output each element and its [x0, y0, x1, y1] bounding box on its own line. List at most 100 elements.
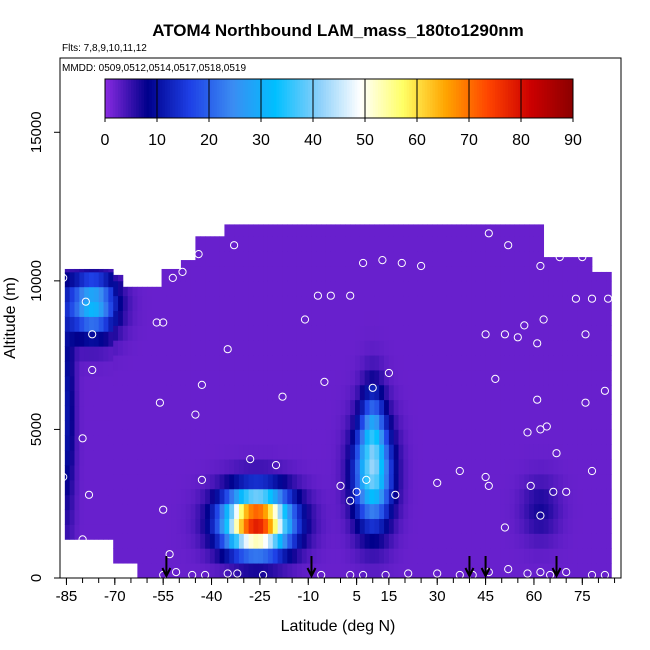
heatmap-cell — [524, 236, 530, 252]
heatmap-cell — [301, 266, 308, 282]
heatmap-cell — [219, 399, 225, 415]
colorbar-segment — [323, 79, 327, 118]
heatmap-cell — [64, 390, 71, 407]
heatmap-cell — [485, 474, 491, 490]
heatmap-cell — [446, 340, 453, 356]
heatmap-cell — [437, 384, 443, 401]
heatmap-cell — [524, 518, 530, 534]
heatmap-cell — [89, 524, 95, 540]
heatmap-cell — [398, 370, 404, 386]
heatmap-cell — [147, 414, 153, 430]
heatmap-cell — [335, 310, 341, 326]
heatmap-cell — [267, 224, 274, 237]
heatmap-cell — [219, 533, 225, 549]
heatmap-cell — [437, 370, 443, 386]
colorbar-segment — [541, 79, 545, 118]
heatmap-cell — [301, 414, 308, 430]
heatmap-cell — [558, 488, 564, 505]
heatmap-cell — [301, 459, 308, 475]
heatmap-cell — [403, 370, 409, 386]
heatmap-cell — [408, 384, 414, 401]
heatmap-cell — [524, 251, 530, 267]
heatmap-cell — [529, 533, 535, 549]
heatmap-cell — [504, 384, 511, 401]
heatmap-cell — [379, 355, 385, 371]
heatmap-cell — [108, 524, 114, 540]
heatmap-cell — [166, 310, 172, 326]
heatmap-cell — [113, 295, 119, 311]
heatmap-cell — [292, 533, 298, 549]
heatmap-cell — [514, 399, 520, 415]
heatmap-cell — [113, 503, 119, 519]
colorbar-segment — [141, 79, 145, 118]
heatmap-cell — [156, 286, 162, 297]
heatmap-cell — [219, 474, 225, 490]
heatmap-cell — [195, 444, 201, 460]
heatmap-cell — [311, 384, 317, 401]
heatmap-cell — [587, 518, 593, 534]
heatmap-cell — [384, 370, 390, 386]
heatmap-cell — [321, 488, 327, 505]
heatmap-cell — [118, 533, 124, 549]
heatmap-cell — [137, 384, 143, 401]
heatmap-cell — [253, 429, 259, 445]
heatmap-cell — [379, 503, 385, 519]
heatmap-cell — [466, 266, 472, 282]
heatmap-cell — [229, 251, 235, 267]
heatmap-cell — [311, 251, 317, 267]
heatmap-cell — [195, 459, 201, 475]
heatmap-cell — [69, 286, 75, 303]
heatmap-cell — [321, 310, 327, 326]
heatmap-cell — [84, 524, 90, 540]
heatmap-cell — [403, 399, 409, 415]
heatmap-cell — [258, 414, 264, 430]
heatmap-cell — [147, 325, 153, 341]
heatmap-cell — [485, 384, 491, 401]
heatmap-cell — [243, 266, 250, 282]
heatmap-cell — [359, 503, 366, 519]
heatmap-cell — [582, 429, 588, 445]
heatmap-cell — [533, 414, 540, 430]
heatmap-cell — [587, 488, 593, 505]
heatmap-cell — [485, 310, 491, 326]
heatmap-cell — [263, 414, 269, 430]
heatmap-cell — [180, 295, 187, 311]
sample-point — [223, 345, 232, 354]
heatmap-cell — [137, 310, 143, 326]
heatmap-cell — [500, 429, 506, 445]
heatmap-cell — [301, 251, 308, 267]
heatmap-cell — [355, 429, 361, 445]
heatmap-cell — [514, 370, 520, 386]
heatmap-cell — [437, 518, 443, 534]
heatmap-cell — [408, 266, 414, 282]
heatmap-cell — [369, 548, 375, 564]
heatmap-cell — [127, 414, 133, 430]
heatmap-cell — [514, 325, 520, 341]
heatmap-cell — [151, 340, 158, 356]
heatmap-cell — [480, 310, 486, 326]
heatmap-cell — [200, 325, 206, 341]
heatmap-cell — [451, 236, 457, 252]
heatmap-cell — [103, 390, 109, 407]
heatmap-cell — [98, 316, 104, 332]
heatmap-cell — [296, 236, 303, 252]
heatmap-cell — [316, 533, 322, 549]
heatmap-cell — [417, 548, 424, 564]
heatmap-cell — [403, 280, 409, 297]
heatmap-cell — [485, 340, 491, 356]
heatmap-cell — [461, 488, 467, 505]
heatmap-cell — [529, 399, 535, 415]
heatmap-cell — [495, 370, 501, 386]
heatmap-cell — [495, 444, 501, 460]
heatmap-cell — [321, 414, 327, 430]
heatmap-cell — [519, 355, 525, 371]
colorbar-segment — [526, 79, 530, 118]
colorbar-segment — [229, 79, 233, 118]
heatmap-cell — [340, 474, 346, 490]
heatmap-cell — [195, 384, 201, 401]
heatmap-cell — [403, 459, 409, 475]
heatmap-cell — [485, 266, 491, 282]
heatmap-cell — [258, 310, 264, 326]
heatmap-cell — [403, 503, 409, 519]
heatmap-cell — [582, 310, 588, 326]
